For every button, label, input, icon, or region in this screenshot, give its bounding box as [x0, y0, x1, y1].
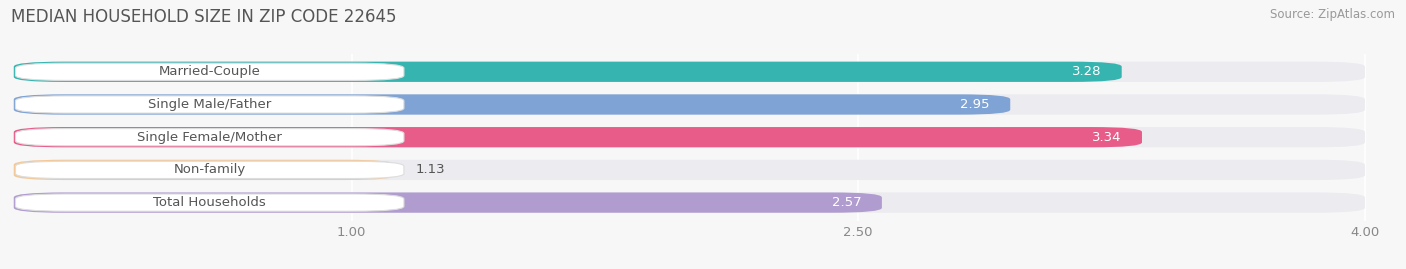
Text: 3.34: 3.34 — [1092, 131, 1122, 144]
Text: Single Male/Father: Single Male/Father — [148, 98, 271, 111]
Text: 2.95: 2.95 — [960, 98, 990, 111]
FancyBboxPatch shape — [14, 192, 882, 213]
FancyBboxPatch shape — [14, 160, 395, 180]
FancyBboxPatch shape — [14, 160, 1365, 180]
FancyBboxPatch shape — [14, 127, 1365, 147]
FancyBboxPatch shape — [15, 63, 404, 80]
Text: Single Female/Mother: Single Female/Mother — [138, 131, 283, 144]
FancyBboxPatch shape — [15, 96, 404, 113]
FancyBboxPatch shape — [15, 129, 404, 146]
FancyBboxPatch shape — [14, 94, 1011, 115]
FancyBboxPatch shape — [14, 127, 1142, 147]
Text: 3.28: 3.28 — [1071, 65, 1101, 78]
FancyBboxPatch shape — [15, 161, 404, 179]
Text: 1.13: 1.13 — [416, 163, 446, 176]
FancyBboxPatch shape — [14, 94, 1365, 115]
Text: Source: ZipAtlas.com: Source: ZipAtlas.com — [1270, 8, 1395, 21]
FancyBboxPatch shape — [15, 194, 404, 211]
FancyBboxPatch shape — [14, 62, 1365, 82]
Text: Married-Couple: Married-Couple — [159, 65, 260, 78]
Text: MEDIAN HOUSEHOLD SIZE IN ZIP CODE 22645: MEDIAN HOUSEHOLD SIZE IN ZIP CODE 22645 — [11, 8, 396, 26]
Text: Non-family: Non-family — [173, 163, 246, 176]
FancyBboxPatch shape — [14, 62, 1122, 82]
FancyBboxPatch shape — [14, 192, 1365, 213]
Text: 2.57: 2.57 — [832, 196, 862, 209]
Text: Total Households: Total Households — [153, 196, 266, 209]
